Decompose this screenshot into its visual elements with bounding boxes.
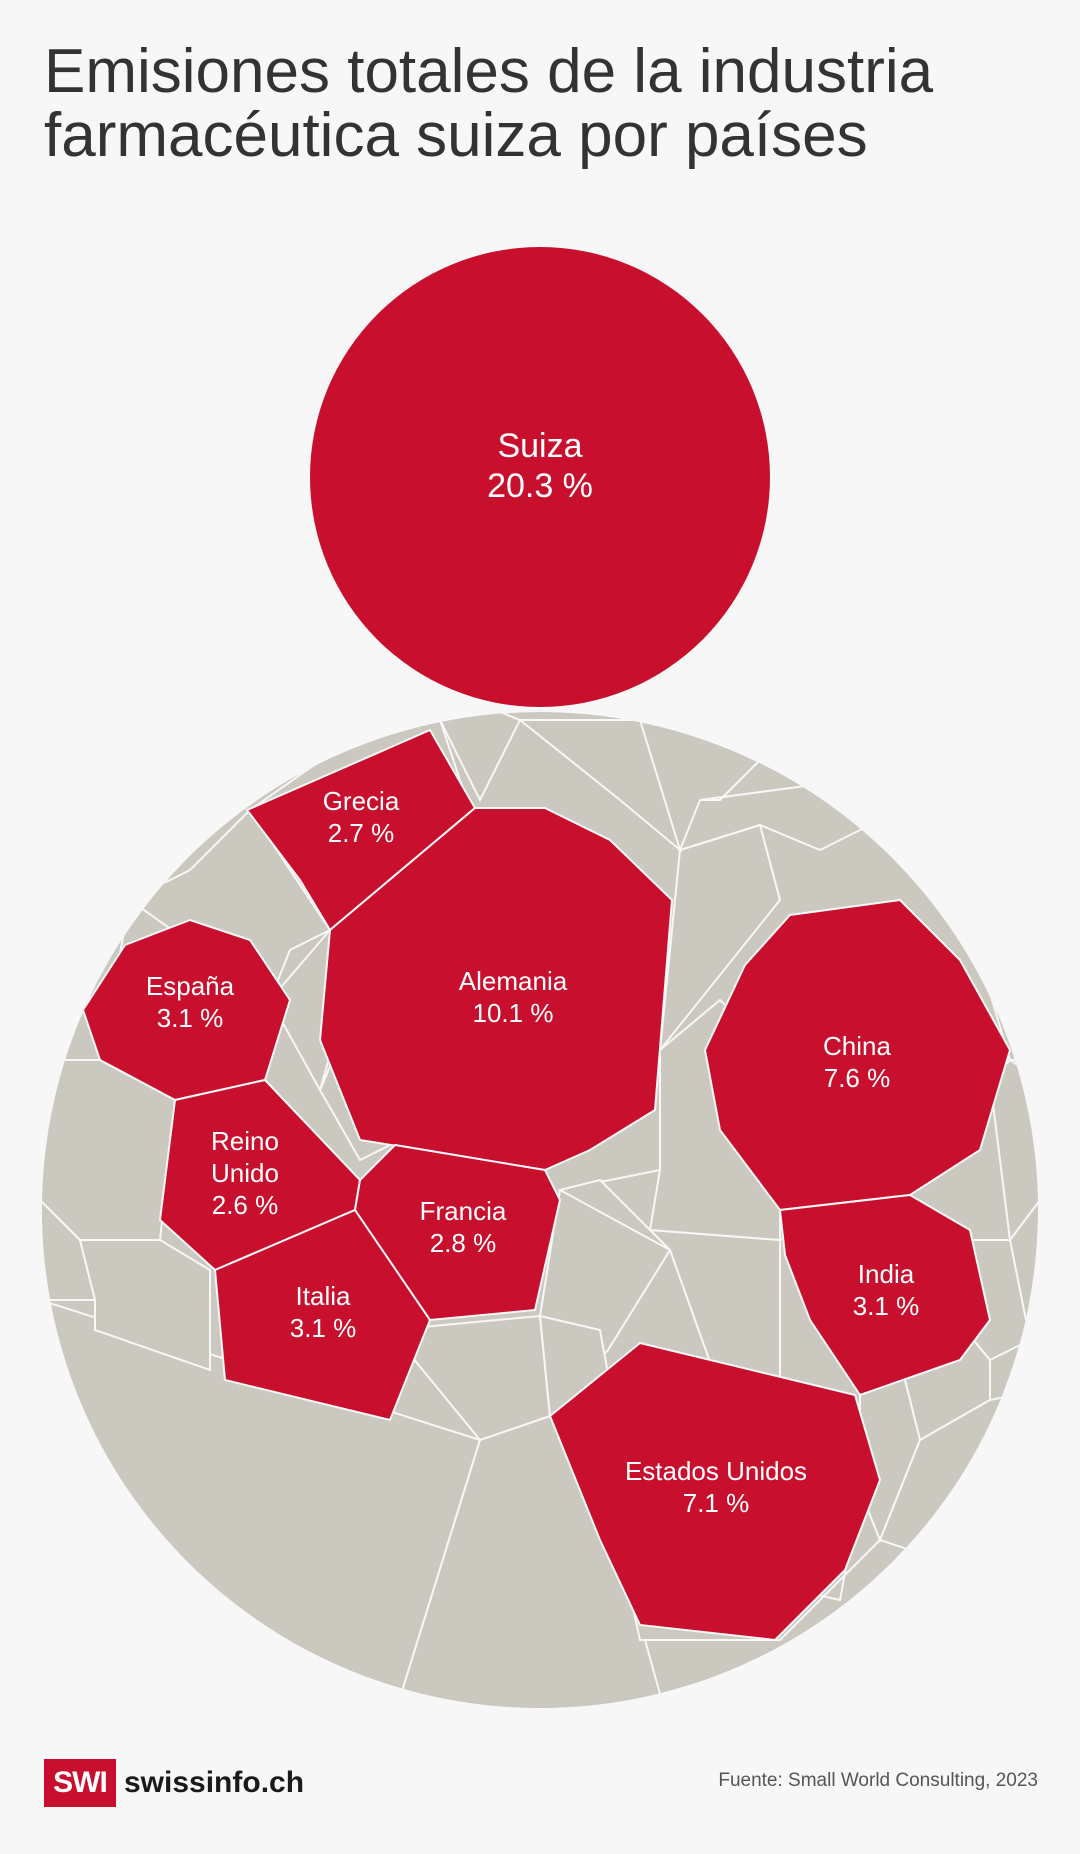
label-espana-name: España bbox=[146, 971, 235, 1001]
swi-logo-box: SWI bbox=[44, 1759, 116, 1807]
label-grecia-name: Grecia bbox=[323, 786, 400, 816]
label-china-name: China bbox=[823, 1031, 891, 1061]
cell-alemania bbox=[318, 807, 674, 1172]
footer-logo: SWI swissinfo.ch bbox=[44, 1759, 304, 1807]
cell-estados-unidos bbox=[548, 1341, 882, 1642]
label-estados-unidos-name: Estados Unidos bbox=[625, 1456, 807, 1486]
cell-italia bbox=[213, 1208, 432, 1422]
label-suiza-name: Suiza bbox=[497, 427, 582, 465]
label-india-name: India bbox=[858, 1259, 915, 1289]
label-francia-value: 2.8 % bbox=[430, 1228, 497, 1258]
source-note: Fuente: Small World Consulting, 2023 bbox=[718, 1770, 1038, 1791]
cell-india bbox=[778, 1193, 992, 1397]
label-italia-value: 3.1 % bbox=[290, 1313, 357, 1343]
label-india-value: 3.1 % bbox=[853, 1291, 920, 1321]
label-suiza-value: 20.3 % bbox=[487, 467, 593, 505]
cell-china bbox=[703, 898, 1012, 1212]
cell-other bbox=[517, 719, 682, 853]
label-alemania-value: 10.1 % bbox=[473, 998, 554, 1028]
label-francia-name: Francia bbox=[420, 1196, 507, 1226]
label-espana-value: 3.1 % bbox=[157, 1003, 224, 1033]
cell-suiza bbox=[310, 247, 770, 707]
cell-espana bbox=[81, 918, 292, 1102]
label-alemania-name: Alemania bbox=[459, 966, 568, 996]
label-china-value: 7.6 % bbox=[824, 1063, 891, 1093]
label-grecia-value: 2.7 % bbox=[328, 818, 395, 848]
label-reino-unido-name: Reino bbox=[211, 1126, 279, 1156]
chart-title: Emisiones totales de la industria farmac… bbox=[44, 37, 934, 170]
label-italia-name: Italia bbox=[296, 1281, 351, 1311]
label-estados-unidos-value: 7.1 % bbox=[683, 1488, 750, 1518]
label-reino-unido-value: 2.6 % bbox=[212, 1190, 279, 1220]
label-reino-unido-name: Unido bbox=[211, 1158, 279, 1188]
cell-other bbox=[438, 712, 522, 803]
cell-other bbox=[78, 1239, 211, 1372]
cell-other bbox=[557, 1178, 671, 1251]
swissinfo-logo-text: swissinfo.ch bbox=[124, 1766, 305, 1799]
